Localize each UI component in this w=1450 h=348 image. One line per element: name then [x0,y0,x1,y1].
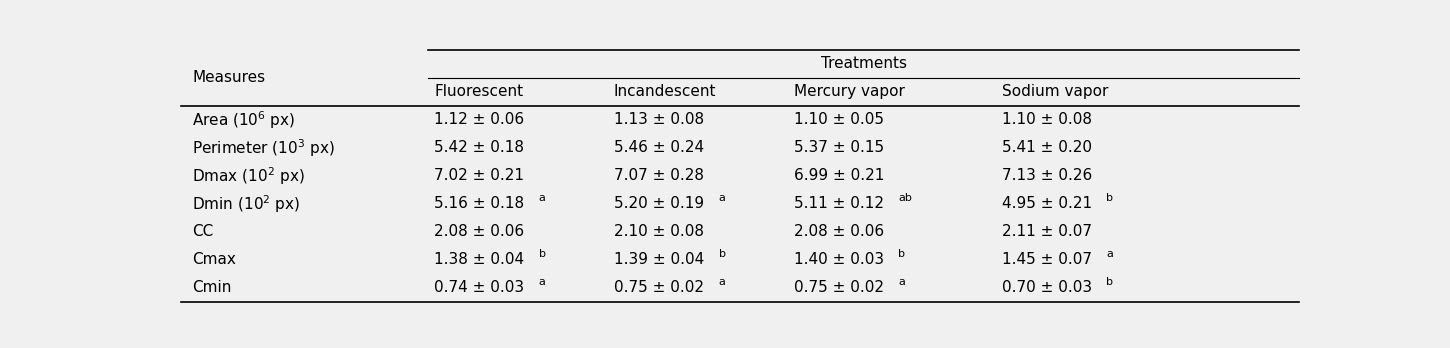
Text: a: a [719,192,725,203]
Text: 0.70 ± 0.03: 0.70 ± 0.03 [1002,280,1092,295]
Text: 0.75 ± 0.02: 0.75 ± 0.02 [793,280,883,295]
Text: Incandescent: Incandescent [613,84,716,99]
Text: ab: ab [899,192,912,203]
Text: 1.13 ± 0.08: 1.13 ± 0.08 [613,112,705,127]
Text: 5.16 ± 0.18: 5.16 ± 0.18 [434,196,525,211]
Text: Mercury vapor: Mercury vapor [793,84,905,99]
Text: 1.10 ± 0.08: 1.10 ± 0.08 [1002,112,1092,127]
Text: 1.39 ± 0.04: 1.39 ± 0.04 [613,252,705,267]
Text: Fluorescent: Fluorescent [434,84,523,99]
Text: b: b [1106,277,1114,286]
Text: 1.40 ± 0.03: 1.40 ± 0.03 [793,252,884,267]
Text: Treatments: Treatments [821,56,906,71]
Text: 1.45 ± 0.07: 1.45 ± 0.07 [1002,252,1092,267]
Text: 7.02 ± 0.21: 7.02 ± 0.21 [434,168,523,183]
Text: 1.10 ± 0.05: 1.10 ± 0.05 [793,112,883,127]
Text: 1.12 ± 0.06: 1.12 ± 0.06 [434,112,525,127]
Text: 7.13 ± 0.26: 7.13 ± 0.26 [1002,168,1092,183]
Text: Measures: Measures [193,70,265,85]
Text: 5.37 ± 0.15: 5.37 ± 0.15 [793,140,884,155]
Text: 1.38 ± 0.04: 1.38 ± 0.04 [434,252,525,267]
Text: 5.41 ± 0.20: 5.41 ± 0.20 [1002,140,1092,155]
Text: b: b [719,248,725,259]
Text: a: a [539,192,545,203]
Text: a: a [539,277,545,286]
Text: a: a [899,277,905,286]
Text: CC: CC [193,224,213,239]
Text: Cmax: Cmax [193,252,236,267]
Text: Perimeter (10$^3$ px): Perimeter (10$^3$ px) [193,137,335,159]
Text: 0.74 ± 0.03: 0.74 ± 0.03 [434,280,525,295]
Text: 6.99 ± 0.21: 6.99 ± 0.21 [793,168,884,183]
Text: 2.08 ± 0.06: 2.08 ± 0.06 [434,224,525,239]
Text: 5.46 ± 0.24: 5.46 ± 0.24 [613,140,705,155]
Text: Dmin (10$^2$ px): Dmin (10$^2$ px) [193,193,300,215]
Text: Area (10$^6$ px): Area (10$^6$ px) [193,109,296,130]
Text: 7.07 ± 0.28: 7.07 ± 0.28 [613,168,703,183]
Text: 5.11 ± 0.12: 5.11 ± 0.12 [793,196,883,211]
Text: b: b [539,248,545,259]
Text: b: b [899,248,905,259]
Text: 0.75 ± 0.02: 0.75 ± 0.02 [613,280,703,295]
Text: 2.10 ± 0.08: 2.10 ± 0.08 [613,224,703,239]
Text: 2.11 ± 0.07: 2.11 ± 0.07 [1002,224,1092,239]
Text: 2.08 ± 0.06: 2.08 ± 0.06 [793,224,884,239]
Text: Cmin: Cmin [193,280,232,295]
Text: 4.95 ± 0.21: 4.95 ± 0.21 [1002,196,1092,211]
Text: a: a [719,277,725,286]
Text: b: b [1106,192,1114,203]
Text: 5.20 ± 0.19: 5.20 ± 0.19 [613,196,705,211]
Text: Dmax (10$^2$ px): Dmax (10$^2$ px) [193,165,304,187]
Text: Sodium vapor: Sodium vapor [1002,84,1108,99]
Text: 5.42 ± 0.18: 5.42 ± 0.18 [434,140,523,155]
Text: a: a [1106,248,1114,259]
